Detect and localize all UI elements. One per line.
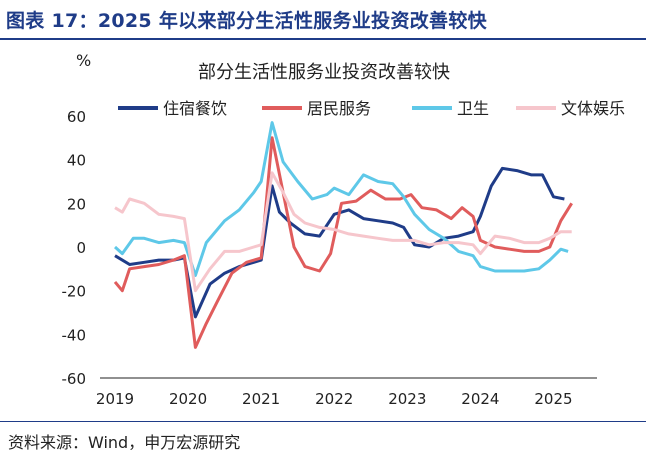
x-tick-label: 2024 (461, 390, 499, 408)
x-tick-label: 2020 (169, 390, 207, 408)
source-note: 资料来源：Wind，申万宏源研究 (8, 433, 241, 452)
x-tick-label: 2023 (388, 390, 426, 408)
legend-label: 住宿餐饮 (163, 99, 227, 118)
y-tick-label: 60 (67, 108, 86, 126)
y-axis-label: % (76, 51, 91, 70)
series-line-3 (114, 171, 572, 293)
source-rule (0, 421, 646, 422)
line-chart: 部分生活性服务业投资改善较快 % 住宿餐饮 居民服务 卫生 文体娱乐 60 40 20 0 -… (62, 51, 626, 408)
series-line-0 (114, 166, 565, 319)
x-tick-label: 2025 (534, 390, 572, 408)
x-tick-label: 2022 (315, 390, 353, 408)
legend-label: 文体娱乐 (561, 99, 625, 118)
y-tick-label: 20 (67, 195, 86, 213)
y-tick-label: -20 (62, 283, 87, 301)
x-tick-label: 2021 (242, 390, 280, 408)
figure-title: 图表 17：2025 年以来部分生活性服务业投资改善较快 (6, 10, 487, 32)
y-tick-label: -40 (62, 326, 87, 344)
series-lines (113, 121, 573, 349)
legend: 住宿餐饮 居民服务 卫生 文体娱乐 (118, 99, 625, 118)
x-axis: 2019 2020 2021 2022 2023 2024 2025 (96, 390, 573, 408)
chart-title: 部分生活性服务业投资改善较快 (198, 62, 450, 83)
title-rule (0, 38, 646, 40)
legend-label: 卫生 (457, 99, 489, 118)
y-tick-label: 0 (76, 239, 86, 257)
legend-label: 居民服务 (307, 99, 371, 118)
y-tick-label: 40 (67, 152, 86, 170)
y-axis: 60 40 20 0 -20 -40 -60 (62, 108, 87, 388)
series-line-2 (113, 121, 569, 277)
series-line-1 (113, 136, 573, 349)
y-tick-label: -60 (62, 370, 87, 388)
x-tick-label: 2019 (96, 390, 134, 408)
